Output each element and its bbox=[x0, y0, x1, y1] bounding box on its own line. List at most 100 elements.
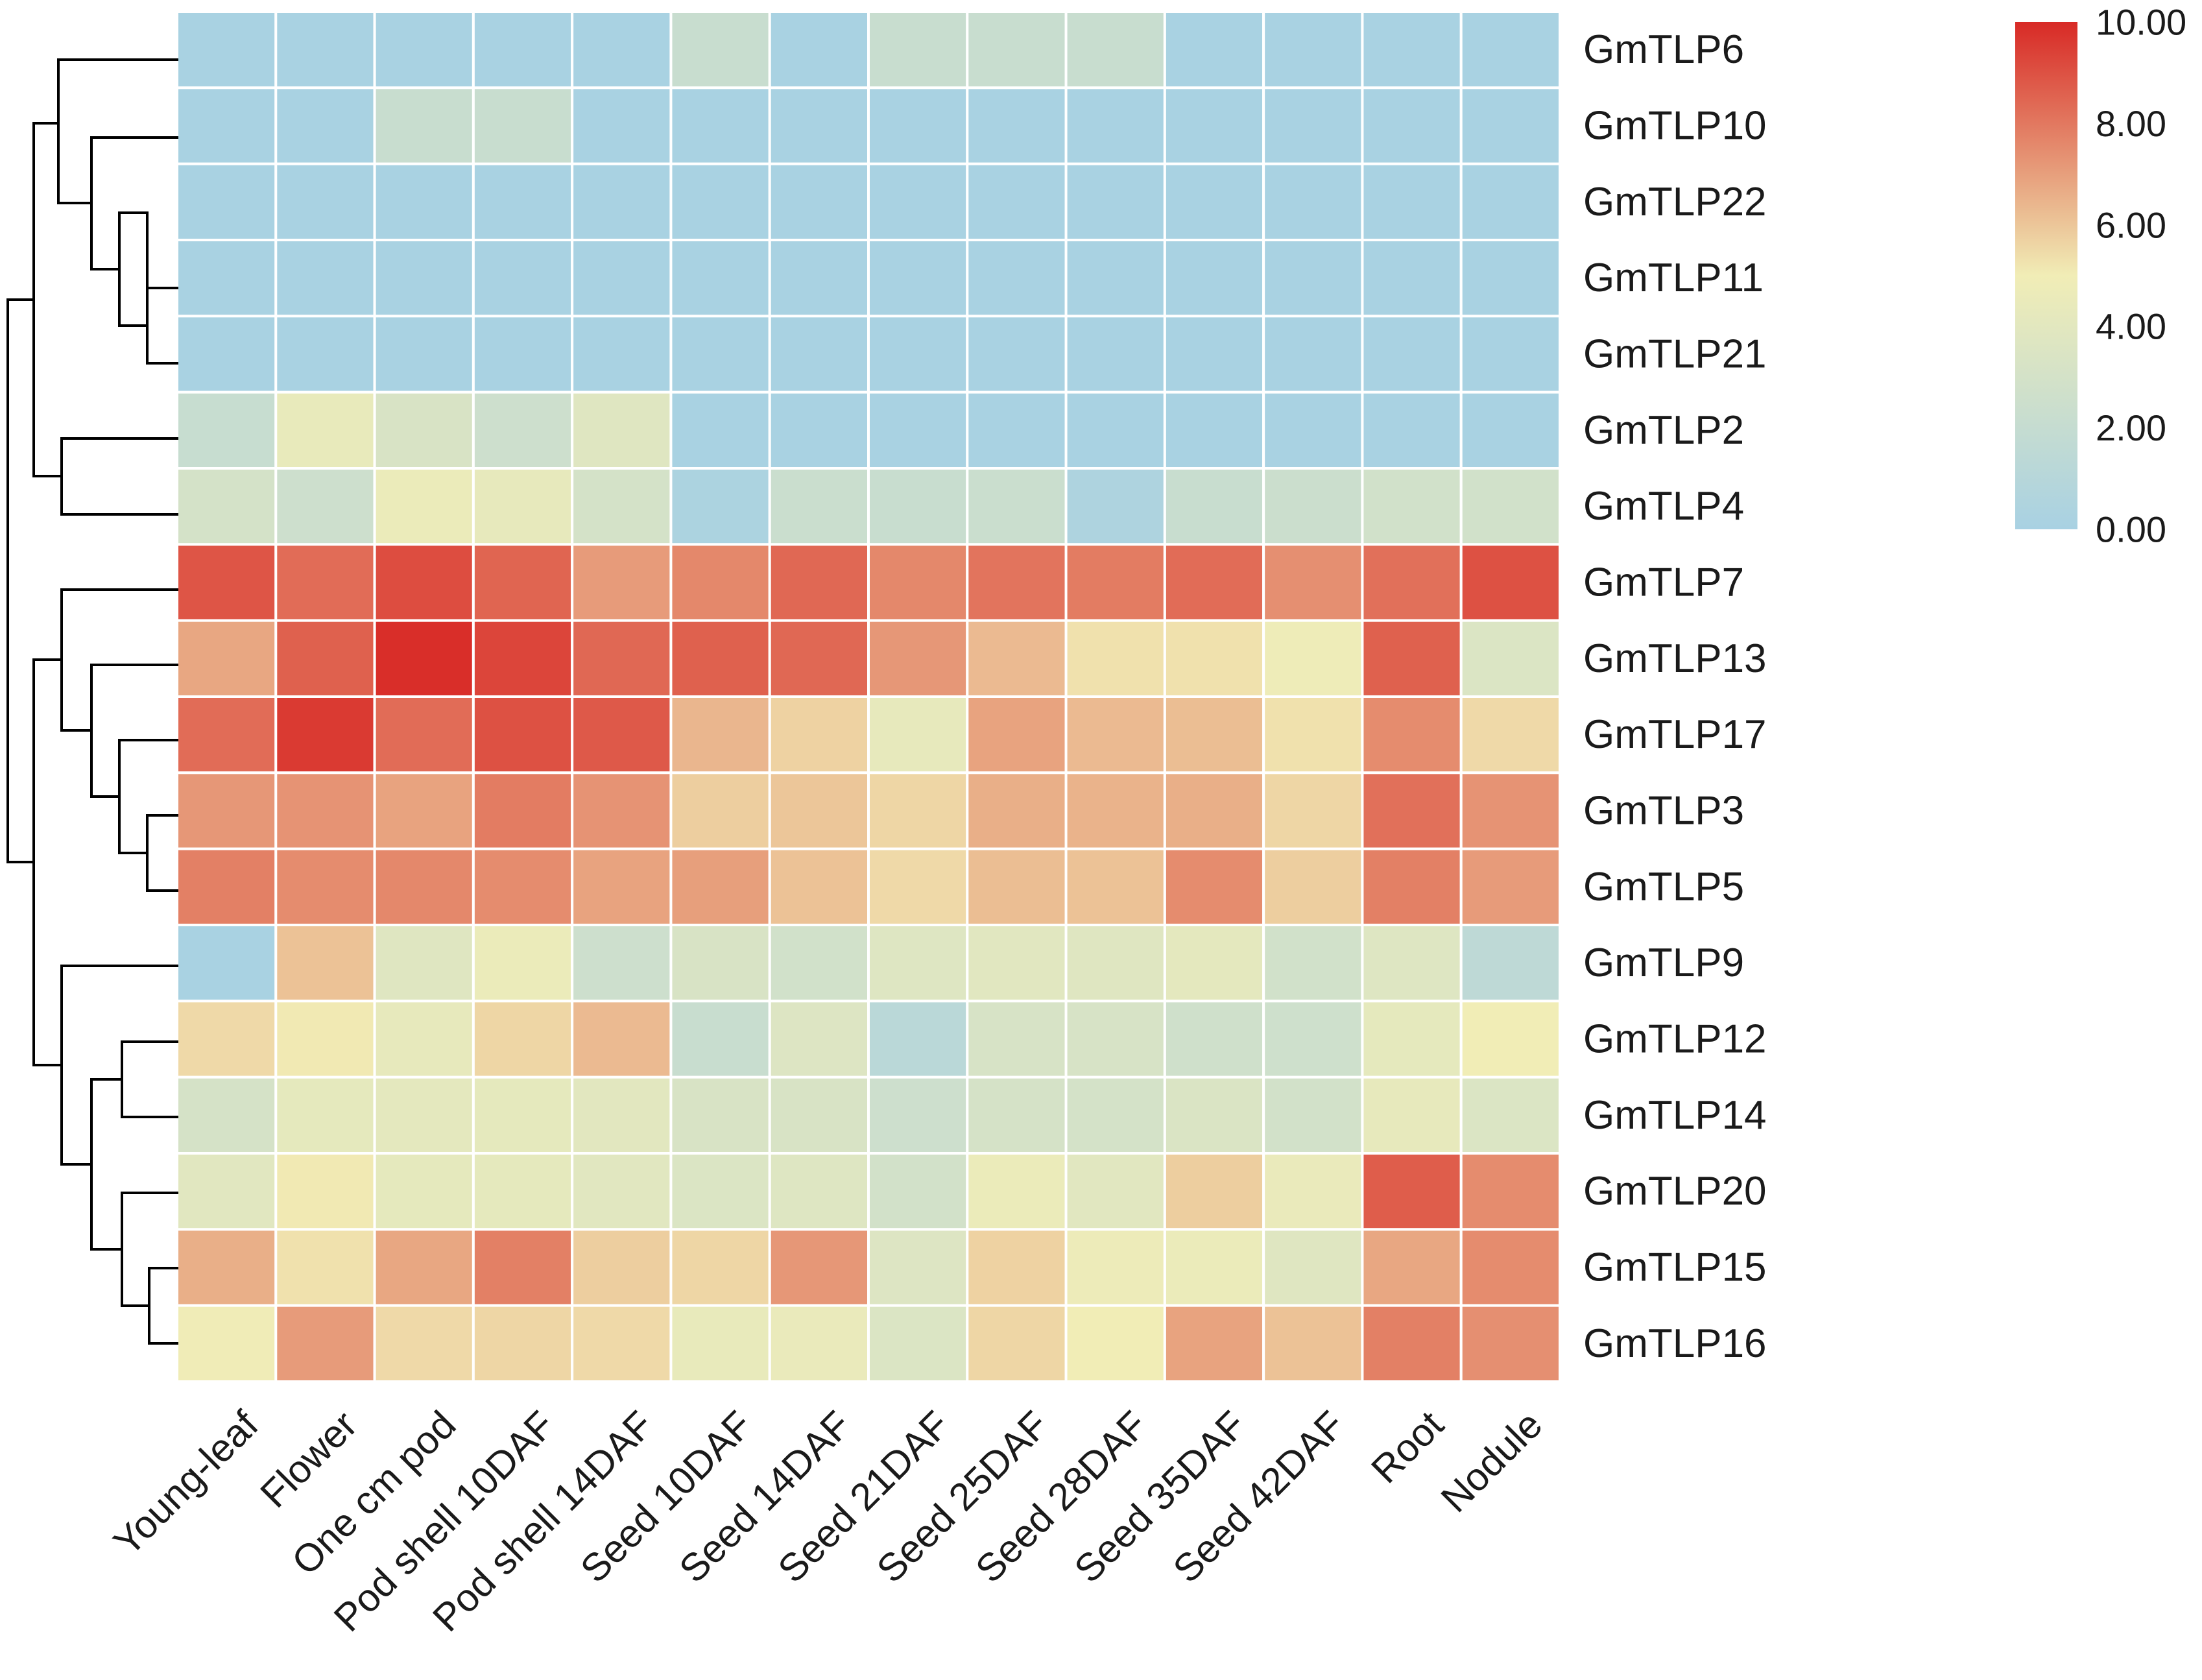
heatmap-cell-GmTLP5-2 bbox=[274, 847, 376, 926]
heatmap-cell-GmTLP14-14 bbox=[1459, 1075, 1562, 1155]
heatmap-cell-GmTLP13-5 bbox=[571, 619, 673, 699]
heatmap-cell-GmTLP11-4 bbox=[472, 239, 574, 318]
heatmap-cell-GmTLP9-14 bbox=[1459, 924, 1562, 1003]
heatmap-cell-GmTLP17-4 bbox=[472, 695, 574, 774]
heatmap-cell-GmTLP4-2 bbox=[274, 467, 376, 546]
heatmap-cell-GmTLP13-4 bbox=[472, 619, 574, 699]
row-labels: GmTLP6 GmTLP10 GmTLP22 GmTLP11 GmTLP21 GmTLP2… bbox=[1583, 27, 1767, 1366]
heatmap-cell-GmTLP22-2 bbox=[274, 162, 376, 242]
heatmap-cell-GmTLP21-13 bbox=[1361, 315, 1463, 394]
heatmap-cell-GmTLP14-6 bbox=[669, 1075, 771, 1155]
heatmap-cell-GmTLP2-5 bbox=[571, 390, 673, 470]
heatmap-cell-GmTLP16-1 bbox=[176, 1304, 278, 1383]
heatmap-cell-GmTLP12-2 bbox=[274, 1000, 376, 1079]
heatmap-cell-GmTLP13-13 bbox=[1361, 619, 1463, 699]
heatmap-cell-GmTLP3-11 bbox=[1163, 771, 1265, 850]
heatmap-cell-GmTLP17-9 bbox=[966, 695, 1068, 774]
dendro-branch bbox=[118, 211, 149, 327]
heatmap-cell-GmTLP16-9 bbox=[966, 1304, 1068, 1383]
dendro-branch bbox=[60, 965, 178, 1166]
heatmap-cell-GmTLP7-3 bbox=[373, 543, 475, 622]
heatmap-cell-GmTLP4-6 bbox=[669, 467, 771, 546]
heatmap-cell-GmTLP21-12 bbox=[1262, 315, 1364, 394]
dendro-branch bbox=[60, 588, 178, 732]
heatmap-cell-GmTLP3-12 bbox=[1262, 771, 1364, 850]
heatmap-cell-GmTLP16-10 bbox=[1064, 1304, 1166, 1383]
heatmap-cell-GmTLP13-2 bbox=[274, 619, 376, 699]
heatmap-cell-GmTLP21-6 bbox=[669, 315, 771, 394]
heatmap-cell-GmTLP22-14 bbox=[1459, 162, 1562, 242]
heatmap-cell-GmTLP14-11 bbox=[1163, 1075, 1265, 1155]
heatmap-cell-GmTLP15-9 bbox=[966, 1228, 1068, 1307]
dendro-branch bbox=[148, 1267, 178, 1345]
heatmap-cell-GmTLP21-2 bbox=[274, 315, 376, 394]
heatmap-cell-GmTLP12-13 bbox=[1361, 1000, 1463, 1079]
heatmap-cell-GmTLP6-13 bbox=[1361, 10, 1463, 90]
heatmap-cell-GmTLP4-4 bbox=[472, 467, 574, 546]
heatmap-cell-GmTLP14-5 bbox=[571, 1075, 673, 1155]
row-label: GmTLP20 bbox=[1583, 1169, 1767, 1214]
heatmap-cell-GmTLP10-3 bbox=[373, 86, 475, 165]
colorbar-tick-label: 10.00 bbox=[2096, 2, 2186, 43]
heatmap-cell-GmTLP9-7 bbox=[768, 924, 870, 1003]
heatmap-cell-GmTLP4-8 bbox=[867, 467, 969, 546]
heatmap-cell-GmTLP2-11 bbox=[1163, 390, 1265, 470]
row-dendrogram bbox=[6, 58, 178, 1345]
heatmap-cell-GmTLP6-1 bbox=[176, 10, 278, 90]
heatmap-cell-GmTLP6-8 bbox=[867, 10, 969, 90]
heatmap-cell-GmTLP9-8 bbox=[867, 924, 969, 1003]
heatmap-cell-GmTLP3-8 bbox=[867, 771, 969, 850]
heatmap-cell-GmTLP17-5 bbox=[571, 695, 673, 774]
heatmap-cell-GmTLP21-11 bbox=[1163, 315, 1265, 394]
heatmap-cell-GmTLP16-3 bbox=[373, 1304, 475, 1383]
dendro-branch bbox=[90, 1078, 123, 1251]
heatmap-cell-GmTLP21-14 bbox=[1459, 315, 1562, 394]
heatmap-cell-GmTLP10-13 bbox=[1361, 86, 1463, 165]
heatmap-cell-GmTLP16-11 bbox=[1163, 1304, 1265, 1383]
heatmap-cell-GmTLP2-4 bbox=[472, 390, 574, 470]
heatmap-cell-GmTLP15-11 bbox=[1163, 1228, 1265, 1307]
heatmap-cell-GmTLP12-8 bbox=[867, 1000, 969, 1079]
heatmap-cell-GmTLP7-4 bbox=[472, 543, 574, 622]
column-label: Young-leaf bbox=[105, 1402, 267, 1564]
heatmap-cell-GmTLP2-2 bbox=[274, 390, 376, 470]
heatmap-cell-GmTLP22-9 bbox=[966, 162, 1068, 242]
heatmap-cell-GmTLP4-11 bbox=[1163, 467, 1265, 546]
dendro-branch bbox=[32, 658, 63, 1066]
heatmap-cell-GmTLP2-8 bbox=[867, 390, 969, 470]
dendro-branch bbox=[57, 58, 178, 204]
heatmap-cell-GmTLP16-2 bbox=[274, 1304, 376, 1383]
heatmap-cell-GmTLP22-8 bbox=[867, 162, 969, 242]
heatmap-cell-GmTLP6-12 bbox=[1262, 10, 1364, 90]
heatmap-cell-GmTLP9-5 bbox=[571, 924, 673, 1003]
heatmap-cell-GmTLP5-8 bbox=[867, 847, 969, 926]
heatmap-cell-GmTLP22-5 bbox=[571, 162, 673, 242]
heatmap-cell-GmTLP3-14 bbox=[1459, 771, 1562, 850]
heatmap-cell-GmTLP20-8 bbox=[867, 1152, 969, 1231]
heatmap-cell-GmTLP7-7 bbox=[768, 543, 870, 622]
heatmap-cell-GmTLP10-1 bbox=[176, 86, 278, 165]
colorbar-tick-label: 4.00 bbox=[2096, 306, 2166, 347]
dendro-branch bbox=[60, 437, 178, 516]
row-label: GmTLP5 bbox=[1583, 865, 1744, 909]
heatmap-cells bbox=[176, 10, 1562, 1383]
heatmap-cell-GmTLP7-2 bbox=[274, 543, 376, 622]
heatmap-cell-GmTLP20-3 bbox=[373, 1152, 475, 1231]
heatmap-cell-GmTLP14-1 bbox=[176, 1075, 278, 1155]
heatmap-cell-GmTLP7-9 bbox=[966, 543, 1068, 622]
heatmap-cell-GmTLP21-3 bbox=[373, 315, 475, 394]
heatmap-cell-GmTLP5-4 bbox=[472, 847, 574, 926]
dendro-branch bbox=[146, 814, 178, 892]
heatmap-cell-GmTLP11-9 bbox=[966, 239, 1068, 318]
heatmap-cell-GmTLP20-5 bbox=[571, 1152, 673, 1231]
heatmap-cell-GmTLP15-6 bbox=[669, 1228, 771, 1307]
heatmap-cell-GmTLP15-5 bbox=[571, 1228, 673, 1307]
dendro-branch bbox=[146, 211, 178, 289]
heatmap-cell-GmTLP6-3 bbox=[373, 10, 475, 90]
heatmap-cell-GmTLP6-6 bbox=[669, 10, 771, 90]
heatmap-cell-GmTLP5-1 bbox=[176, 847, 278, 926]
heatmap-cell-GmTLP22-6 bbox=[669, 162, 771, 242]
heatmap-cell-GmTLP12-6 bbox=[669, 1000, 771, 1079]
heatmap-cell-GmTLP9-6 bbox=[669, 924, 771, 1003]
heatmap-cell-GmTLP14-9 bbox=[966, 1075, 1068, 1155]
